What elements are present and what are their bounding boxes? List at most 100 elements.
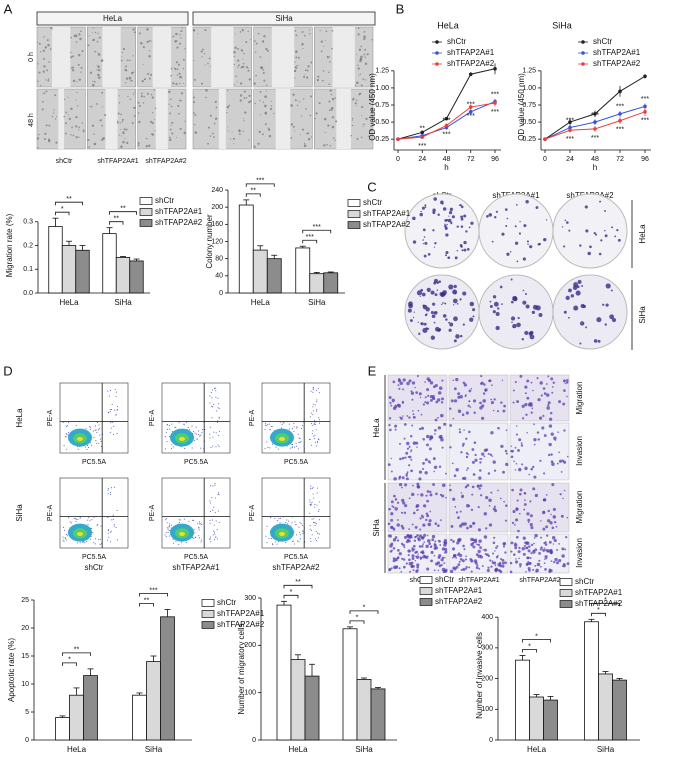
cell: [200, 82, 204, 85]
cell: [558, 559, 562, 563]
event: [109, 431, 111, 433]
event: [171, 423, 173, 425]
cell: [462, 381, 466, 384]
cell: [493, 536, 496, 539]
cell: [306, 133, 308, 135]
cell-line-label: HeLa: [638, 224, 647, 244]
event: [199, 435, 201, 437]
cell: [457, 516, 460, 520]
cell: [257, 32, 260, 35]
event: [212, 534, 214, 536]
colony: [448, 211, 453, 215]
data-point: [643, 104, 647, 109]
significance: ***: [442, 131, 450, 138]
cell: [42, 57, 45, 60]
cell: [371, 110, 373, 113]
cell: [515, 507, 519, 510]
event: [112, 421, 114, 423]
colony: [445, 251, 449, 255]
cell: [248, 139, 250, 141]
event: [110, 541, 112, 543]
data-point: [444, 116, 449, 121]
cell: [437, 426, 442, 430]
event: [209, 538, 211, 540]
cell: [410, 391, 415, 395]
colony: [416, 290, 422, 296]
cell: [175, 40, 178, 43]
cell: [146, 28, 149, 31]
cell: [173, 35, 175, 37]
cell: [416, 509, 418, 512]
cell: [204, 64, 206, 66]
cell: [37, 146, 39, 149]
cell: [551, 526, 555, 530]
y-axis-label: Migration rate (%): [5, 213, 14, 277]
event: [109, 408, 111, 410]
bar: [75, 249, 90, 294]
cell: [405, 477, 409, 481]
cell: [351, 124, 354, 127]
cell: [354, 102, 357, 105]
event: [318, 439, 320, 441]
event: [302, 533, 304, 535]
event: [311, 529, 313, 531]
cell: [97, 73, 100, 77]
cell: [526, 432, 528, 434]
cell: [430, 398, 433, 402]
cell: [410, 469, 413, 473]
cell: [130, 79, 133, 82]
event: [79, 542, 81, 544]
colony: [538, 313, 543, 317]
cell: [78, 129, 80, 131]
cell: [468, 430, 471, 434]
cell: [87, 139, 90, 142]
cell: [116, 120, 119, 123]
colony: [458, 204, 461, 206]
cell: [242, 62, 245, 65]
cell: [308, 29, 311, 31]
cell: [542, 548, 546, 552]
cell: [439, 493, 443, 496]
event: [209, 519, 211, 521]
cell: [73, 34, 77, 38]
event: [69, 521, 71, 523]
cell: [479, 461, 482, 464]
cell: [99, 119, 102, 122]
data-point: [593, 120, 597, 124]
cell: [43, 65, 46, 68]
cell: [455, 556, 458, 559]
cell: [137, 112, 140, 114]
event: [303, 528, 305, 530]
cell: [488, 523, 493, 527]
cell: [247, 30, 249, 33]
colony: [499, 285, 503, 289]
cell: [301, 31, 304, 33]
colony: [468, 226, 471, 229]
colony: [563, 245, 566, 248]
cell: [490, 384, 493, 387]
cell: [415, 504, 420, 508]
event: [316, 409, 318, 411]
event: [318, 510, 320, 512]
cell: [478, 487, 481, 490]
cell: [437, 569, 440, 572]
cell: [422, 437, 425, 441]
event: [93, 542, 95, 544]
cell: [360, 136, 363, 139]
cell: [513, 543, 518, 547]
cell: [413, 416, 415, 418]
significance-bracket: [245, 183, 275, 187]
cell: [474, 458, 478, 462]
event: [64, 537, 66, 539]
cell: [547, 550, 549, 553]
cell: [418, 392, 422, 396]
cell: [405, 473, 408, 476]
cell: [371, 108, 373, 111]
cell: [429, 493, 433, 497]
cell: [262, 71, 265, 74]
event: [214, 483, 216, 485]
cell: [404, 483, 408, 487]
cell: [392, 380, 396, 384]
cell: [321, 79, 324, 82]
event: [311, 501, 313, 503]
